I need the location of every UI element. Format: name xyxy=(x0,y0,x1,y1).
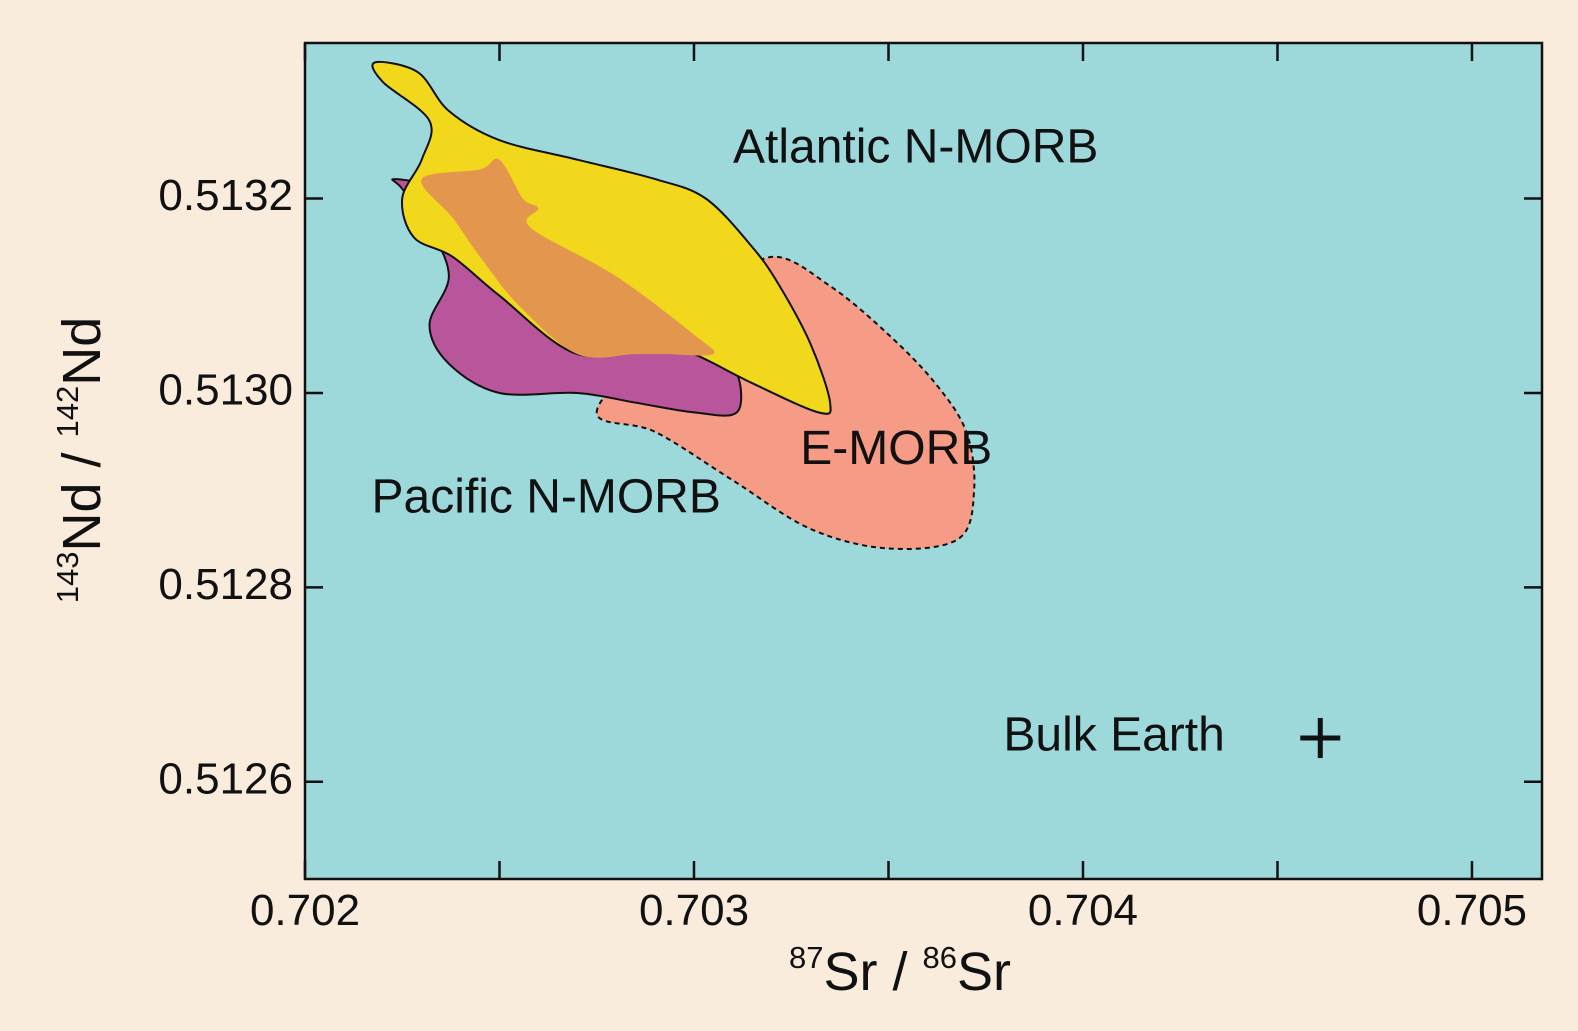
points-layer xyxy=(1300,718,1341,759)
plot-frame xyxy=(303,41,1544,881)
x-axis-main1: Sr xyxy=(823,942,877,1002)
y-axis-sep: / xyxy=(52,437,112,482)
y-tick-label: 0.5126 xyxy=(158,754,293,803)
atlantic-n-morb-label: Atlantic N-MORB xyxy=(733,121,1098,174)
x-axis-title: 87Sr / 86Sr xyxy=(789,940,1011,1002)
overlap-region xyxy=(421,158,715,358)
x-tick-label: 0.702 xyxy=(250,886,360,935)
regions-layer xyxy=(371,61,976,551)
x-axis-sup1: 87 xyxy=(789,940,823,975)
y-axis-main2: Nd xyxy=(52,317,112,386)
y-axis-title: 143Nd / 142Nd xyxy=(50,317,112,604)
x-tick-label: 0.704 xyxy=(1028,886,1138,935)
y-axis-sup2: 142 xyxy=(50,386,85,438)
bulk-earth-label: Bulk Earth xyxy=(1003,709,1224,762)
e-morb-label: E-MORB xyxy=(800,422,992,475)
tick-labels-layer: 0.702 0.703 0.704 0.705 0.5126 0.5128 0.5130 0.… xyxy=(158,171,1527,935)
atlantic-n-morb-region xyxy=(371,61,832,415)
y-axis-sup1: 143 xyxy=(50,552,85,604)
y-tick-label: 0.5132 xyxy=(158,171,293,220)
pacific-n-morb-label: Pacific N-MORB xyxy=(371,471,720,524)
x-axis-sup2: 86 xyxy=(923,940,957,975)
y-tick-label: 0.5128 xyxy=(158,560,293,609)
labels-layer: E-MORB Pacific N-MORB Atlantic N-MORB Bulk … xyxy=(371,121,1224,762)
x-axis-sep: / xyxy=(877,942,922,1002)
x-tick-label: 0.703 xyxy=(639,886,749,935)
x-tick-label: 0.705 xyxy=(1417,886,1527,935)
x-axis-main2: Sr xyxy=(957,942,1011,1002)
y-axis-main1: Nd xyxy=(52,483,112,552)
y-tick-label: 0.5130 xyxy=(158,366,293,415)
ticks-layer xyxy=(303,43,1542,879)
bulk-earth-marker xyxy=(1300,718,1341,759)
